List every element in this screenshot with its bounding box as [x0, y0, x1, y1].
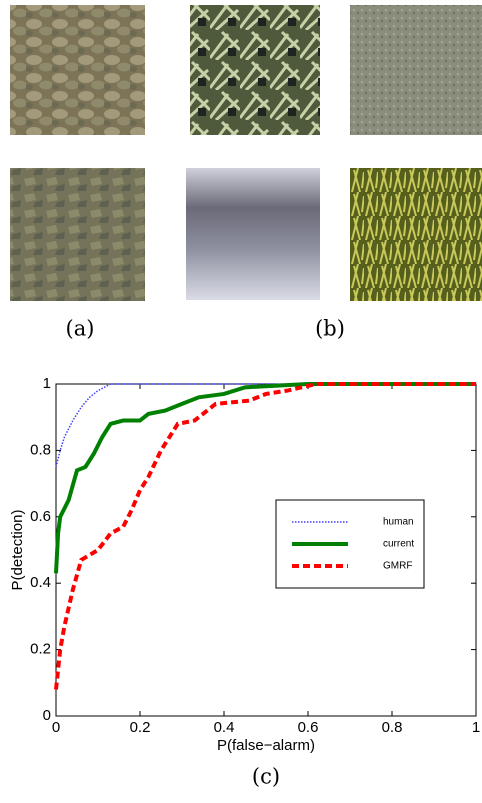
legend-label: GMRF — [383, 561, 412, 572]
texture-image — [190, 5, 320, 135]
x-tick-label: 1 — [472, 719, 480, 736]
texture-image — [350, 5, 482, 135]
y-tick-label: 1 — [43, 375, 51, 392]
y-tick-label: 0.2 — [30, 641, 51, 658]
x-tick-label: 0.8 — [382, 719, 403, 736]
series-line — [54, 382, 476, 574]
series-line — [55, 383, 476, 468]
y-axis-label: P(detection) — [9, 510, 26, 591]
y-tick-label: 0.4 — [30, 574, 51, 591]
caption: (c) — [252, 765, 280, 789]
texture-image — [350, 168, 482, 301]
x-axis-label: P(false−alarm) — [217, 737, 315, 754]
texture-image — [186, 168, 320, 300]
x-tick-label: 0.2 — [130, 719, 151, 736]
legend-label: human — [383, 517, 414, 528]
y-tick-label: 0.6 — [30, 508, 51, 525]
x-tick-label: 0.6 — [298, 719, 319, 736]
series-line — [54, 382, 476, 690]
x-tick-label: 0 — [52, 719, 60, 736]
caption: (a) — [66, 317, 95, 341]
y-tick-label: 0.8 — [30, 441, 51, 458]
legend-label: current — [383, 539, 414, 550]
texture-image — [10, 5, 145, 135]
texture-image — [10, 168, 145, 301]
caption: (b) — [315, 317, 345, 341]
x-tick-label: 0.4 — [214, 719, 235, 736]
y-tick-label: 0 — [43, 707, 51, 724]
